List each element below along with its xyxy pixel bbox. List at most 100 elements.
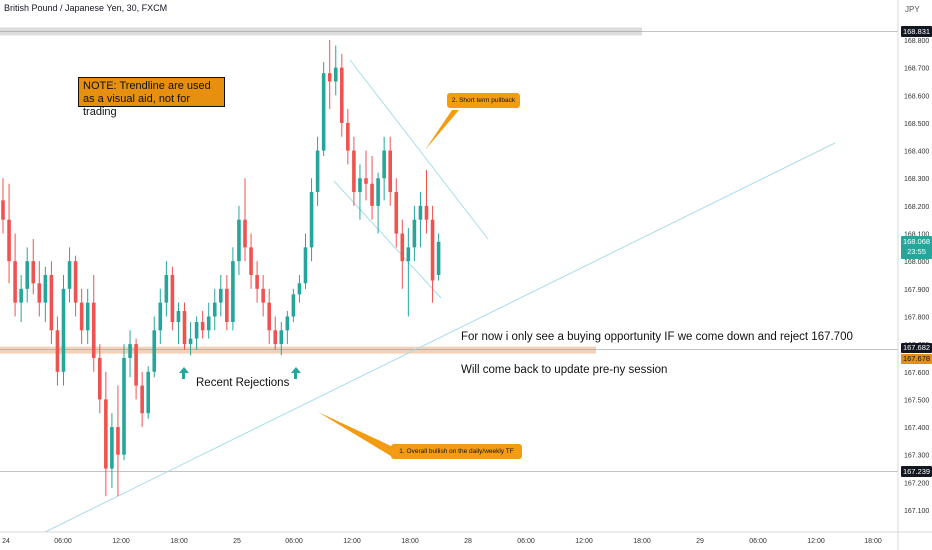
price-tag-level-1: 167.682 xyxy=(901,343,932,353)
candle-body xyxy=(128,344,132,358)
candle-body xyxy=(61,288,66,372)
time-tick-label: 06:00 xyxy=(749,538,767,545)
time-tick-label: 12:00 xyxy=(112,538,130,545)
candle-body xyxy=(55,330,60,372)
time-tick-label: 12:00 xyxy=(575,538,593,545)
channel-upper-line xyxy=(349,59,489,240)
candle-body xyxy=(231,261,235,322)
time-tick-label: 12:00 xyxy=(807,538,825,545)
candle-body xyxy=(79,302,84,331)
short-term-pullback-callout[interactable]: 2. Short term pullback xyxy=(447,93,520,108)
candle-body xyxy=(436,241,441,275)
candle-body xyxy=(110,427,114,469)
price-tick-label: 167.400 xyxy=(904,425,929,432)
candle-body xyxy=(388,150,392,193)
current-price-value: 168.068 xyxy=(902,237,931,246)
candle-body xyxy=(152,330,157,372)
time-tick-label: 24 xyxy=(2,538,10,545)
short-term-callout-pointer xyxy=(425,110,459,150)
price-tick-label: 167.500 xyxy=(904,397,929,404)
bullish-trendline xyxy=(44,142,836,533)
candle-body xyxy=(170,275,175,322)
candle-body xyxy=(346,122,350,151)
candle-body xyxy=(424,205,429,220)
note-annotation[interactable]: NOTE: Trendline are used as a visual aid… xyxy=(78,77,225,118)
price-tick-label: 168.200 xyxy=(904,204,929,211)
candle-body xyxy=(19,288,23,303)
candle-body xyxy=(273,330,278,345)
price-tag-bottom: 167.239 xyxy=(901,466,932,477)
candle-body xyxy=(43,275,48,303)
candle-body xyxy=(49,275,54,331)
candle-body xyxy=(285,316,290,331)
candle-body xyxy=(31,261,36,284)
update-note-text[interactable]: Will come back to update pre-ny session xyxy=(461,364,668,376)
candle-body xyxy=(358,178,362,193)
price-tick-label: 168.400 xyxy=(904,149,929,156)
time-tick-label: 06:00 xyxy=(285,538,303,545)
price-tick-label: 168.800 xyxy=(904,38,929,45)
buy-opportunity-text[interactable]: For now i only see a buying opportunity … xyxy=(461,331,853,343)
price-tick-label: 168.700 xyxy=(904,66,929,73)
candle-body xyxy=(25,261,29,289)
candle-body xyxy=(370,183,374,206)
candle-body xyxy=(321,73,326,151)
time-tick-label: 06:00 xyxy=(54,538,72,545)
candle-body xyxy=(116,427,120,455)
overall-bullish-callout[interactable]: 1. Overall bullish on the daily/weekly T… xyxy=(391,444,522,459)
currency-label: JPY xyxy=(905,5,920,14)
candle-body xyxy=(315,150,320,193)
channel-lower-line xyxy=(333,180,442,299)
candle-body xyxy=(406,247,411,262)
price-tag-top: 168.831 xyxy=(901,26,932,37)
price-tick-label: 167.600 xyxy=(904,370,929,377)
candle-body xyxy=(1,200,5,220)
price-tick-label: 168.000 xyxy=(904,259,929,266)
candle-body xyxy=(333,67,338,82)
candle-body xyxy=(255,275,259,289)
price-tick-label: 167.800 xyxy=(904,314,929,321)
candle-body xyxy=(303,247,308,284)
candle-body xyxy=(176,310,181,322)
candle-body xyxy=(309,192,314,248)
candle-body xyxy=(212,302,217,317)
time-tick-label: 25 xyxy=(233,538,241,545)
rejection-arrow-1-stem xyxy=(182,373,185,379)
candle-body xyxy=(261,288,265,303)
candle-body xyxy=(122,357,126,455)
candle-body xyxy=(225,288,229,322)
candle-body xyxy=(146,371,150,414)
candle-body xyxy=(140,385,144,414)
candle-body xyxy=(200,322,205,331)
recent-rejections-label[interactable]: Recent Rejections xyxy=(196,377,290,389)
price-tick-label: 168.500 xyxy=(904,121,929,128)
price-tick-label: 167.300 xyxy=(904,453,929,460)
candle-body xyxy=(219,288,223,303)
candle-body xyxy=(297,283,302,295)
candle-body xyxy=(98,357,102,400)
candle-body xyxy=(382,150,386,179)
time-tick-label: 28 xyxy=(464,538,472,545)
candle-body xyxy=(249,247,253,275)
price-tick-label: 167.100 xyxy=(904,508,929,515)
candle-body xyxy=(267,302,271,331)
candle-body xyxy=(352,150,356,193)
candle-body xyxy=(182,310,187,345)
price-tick-label: 167.200 xyxy=(904,480,929,487)
price-tag-level-2: 167.678 xyxy=(901,354,932,364)
candle-body xyxy=(327,73,332,82)
candle-body xyxy=(418,205,423,220)
time-tick-label: 18:00 xyxy=(633,538,651,545)
candle-body xyxy=(91,302,96,358)
candle-body xyxy=(340,67,344,123)
rejection-arrow-1-icon xyxy=(179,367,189,373)
rejection-arrow-2-icon xyxy=(291,367,301,373)
candle-body xyxy=(430,219,435,281)
price-tick-label: 168.300 xyxy=(904,176,929,183)
current-price-tag: 168.068 23:55 xyxy=(901,236,932,259)
candle-body xyxy=(104,399,108,469)
candle-body xyxy=(7,219,11,262)
candle-body xyxy=(394,192,399,234)
candle-body xyxy=(73,261,78,303)
